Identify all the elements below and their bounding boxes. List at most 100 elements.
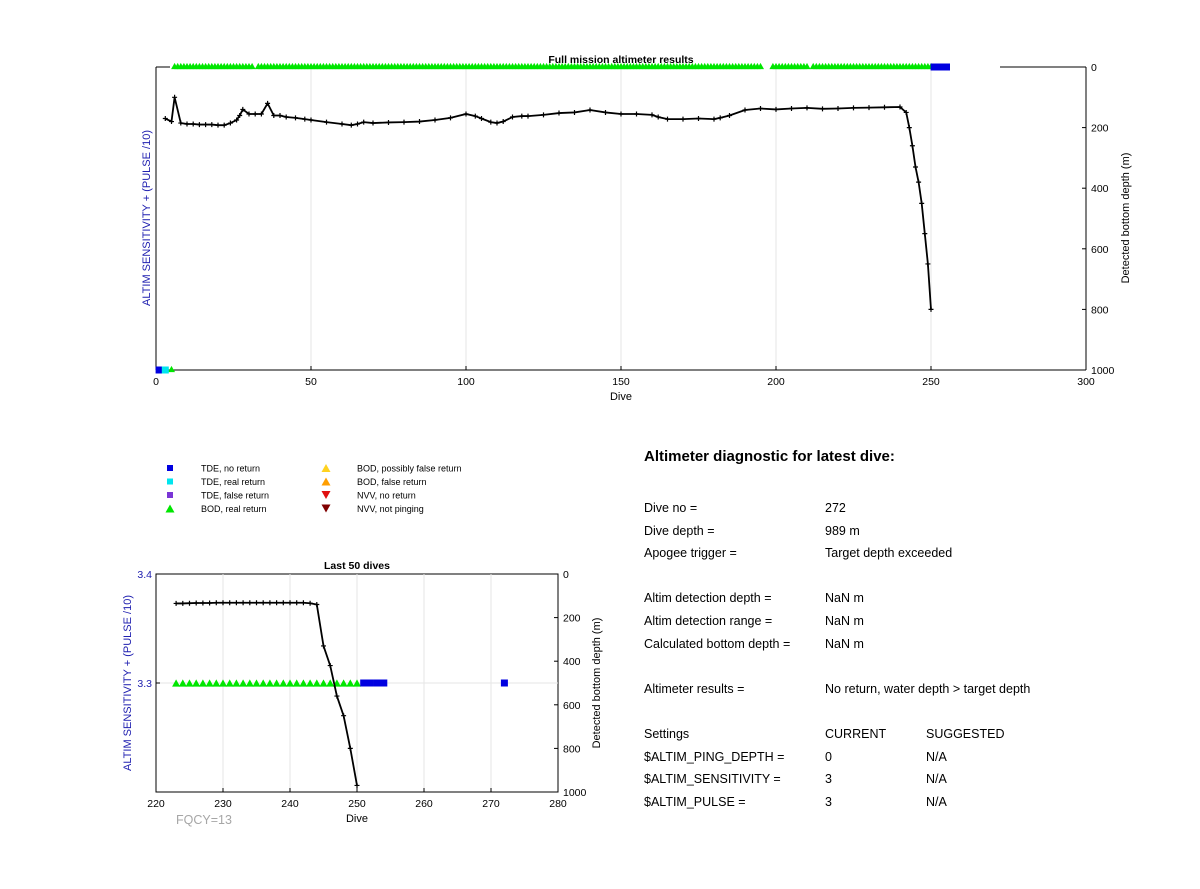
bod-real-return-marker	[198, 679, 207, 687]
settings-header-row: Settings CURRENT SUGGESTED	[644, 727, 1164, 750]
depth-point	[386, 119, 391, 125]
setting-suggested: N/A	[926, 772, 947, 787]
depth-point	[207, 600, 213, 606]
depth-point	[417, 119, 422, 125]
depth-tick-label: 400	[1091, 183, 1109, 195]
depth-point	[190, 121, 196, 127]
depth-tick-label: 800	[563, 743, 581, 755]
depth-point	[370, 120, 376, 126]
tde-no-return-marker	[380, 679, 388, 687]
legend-label: TDE, real return	[201, 477, 265, 487]
y-tick-label: 3.3	[137, 678, 152, 690]
legend-marker	[167, 492, 173, 498]
depth-point	[277, 112, 283, 118]
depth-point	[173, 600, 179, 606]
depth-point	[254, 600, 259, 606]
diag-row-altimeter-results: Altimeter results = No return, water dep…	[644, 682, 1164, 705]
bod-real-return-marker	[245, 679, 254, 687]
depth-point	[280, 600, 286, 606]
depth-tick-label: 200	[1091, 123, 1109, 135]
depth-tick-label: 1000	[563, 787, 587, 799]
depth-point	[919, 200, 925, 206]
depth-point	[866, 105, 872, 111]
depth-point	[172, 94, 178, 100]
depth-tick-label: 800	[1091, 304, 1109, 316]
depth-point	[494, 120, 500, 126]
diag-row-altim-detection-range: Altim detection range = NaN m	[644, 614, 1164, 637]
legend-label: TDE, no return	[201, 464, 260, 474]
bod-real-return-marker	[265, 679, 274, 687]
depth-tick-label: 200	[563, 613, 581, 625]
depth-tick-label: 1000	[1091, 365, 1115, 377]
depth-series-line	[176, 601, 358, 786]
bod-real-return-marker	[319, 679, 328, 687]
depth-point	[221, 122, 227, 128]
setting-suggested: N/A	[926, 794, 947, 809]
diag-row-altim-detection-depth: Altim detection depth = NaN m	[644, 591, 1164, 614]
x-tick-label: 250	[348, 798, 366, 810]
depth-tick-label: 600	[1091, 244, 1109, 256]
dive-no-value: 272	[825, 501, 846, 515]
depth-point	[247, 600, 253, 606]
depth-point	[294, 600, 300, 606]
depth-point	[916, 179, 922, 185]
depth-point	[448, 115, 453, 121]
x-tick-label: 250	[922, 376, 940, 388]
bod-real-return-marker	[353, 679, 361, 687]
x-tick-label: 300	[1077, 376, 1095, 388]
full-mission-depth-ticks: 0 200 400 600 800 1000	[1082, 62, 1115, 377]
last-50-x-ticks: 220 230 240 250 260 270 280	[147, 788, 567, 810]
bod-real-return-marker	[178, 679, 187, 687]
setting-row-pulse: $ALTIM_PULSE = 3 N/A	[644, 795, 1164, 818]
altimeter-results-label: Altimeter results =	[644, 681, 745, 696]
legend-marker	[321, 504, 331, 513]
full-mission-title: Full mission altimeter results	[548, 54, 693, 66]
depth-point	[587, 107, 593, 113]
depth-point	[820, 106, 825, 112]
depth-point	[882, 104, 887, 110]
depth-point	[649, 112, 655, 118]
last-50-dives-plot: 220 230 240 250 260 270 280 3.3 3.4 0 200 400 600 8…	[122, 560, 603, 825]
depth-point	[789, 106, 794, 112]
depth-point	[897, 104, 903, 110]
x-tick-label: 100	[457, 376, 475, 388]
bod-real-return-marker	[248, 62, 256, 70]
depth-point	[314, 602, 320, 608]
tde-no-return-marker	[155, 366, 163, 374]
depth-point	[271, 112, 277, 118]
diag-row-dive-depth: Dive depth = 989 m	[644, 524, 1164, 547]
depth-point	[233, 600, 239, 606]
full-mission-plot: 0 50 100 150 200 250 300 0 200 400 600 800 1000 Ful…	[141, 54, 1132, 403]
depth-point	[603, 109, 608, 115]
depth-point	[463, 111, 469, 117]
depth-point	[169, 119, 174, 125]
depth-point	[258, 111, 264, 117]
depth-point	[432, 117, 438, 123]
depth-point	[321, 643, 326, 649]
depth-point	[572, 109, 577, 115]
legend-label: NVV, no return	[357, 491, 416, 501]
depth-point	[634, 111, 639, 117]
depth-point	[227, 600, 233, 606]
bod-real-return-marker	[312, 679, 321, 687]
depth-point	[519, 113, 525, 119]
depth-point	[401, 119, 407, 125]
depth-point	[680, 116, 686, 122]
depth-point	[293, 115, 298, 121]
depth-point	[727, 112, 732, 118]
last-50-depth-ticks: 0 200 400 600 800 1000	[554, 569, 587, 799]
setting-current: 3	[825, 794, 832, 809]
depth-point	[240, 600, 246, 606]
full-mission-y-label: ALTIM SENSITIVITY + (PULSE /10)	[141, 130, 153, 306]
depth-point	[213, 600, 219, 606]
current-header: CURRENT	[825, 726, 887, 741]
x-tick-label: 220	[147, 798, 165, 810]
depth-point	[488, 119, 494, 125]
depth-point	[334, 693, 340, 699]
calculated-bottom-depth-value: NaN m	[825, 636, 864, 651]
tde-no-return-marker	[366, 679, 374, 687]
setting-row-ping-depth: $ALTIM_PING_DEPTH = 0 N/A	[644, 750, 1164, 773]
legend: TDE, no return TDE, real return TDE, false…	[165, 464, 462, 514]
depth-point	[260, 600, 266, 606]
depth-point	[246, 111, 252, 117]
